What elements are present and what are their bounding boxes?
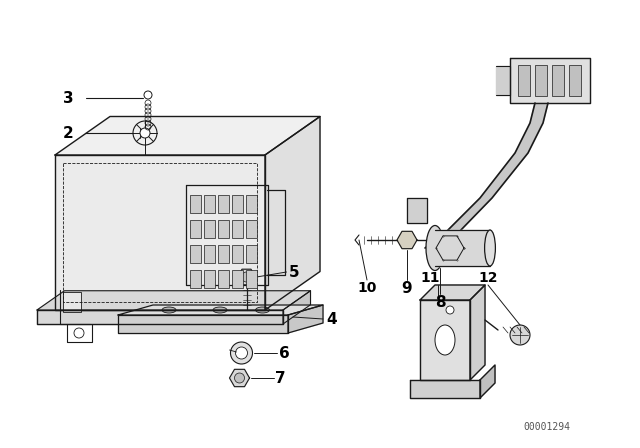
Polygon shape [37,310,283,324]
Bar [218,270,229,288]
Bar [246,220,257,238]
Polygon shape [425,103,548,248]
Bar [204,220,215,238]
Ellipse shape [426,225,444,271]
Polygon shape [510,58,590,103]
Bar [232,270,243,288]
Text: 12: 12 [478,271,498,285]
Polygon shape [237,269,255,285]
Polygon shape [230,369,250,387]
Polygon shape [265,116,320,310]
Polygon shape [410,380,480,398]
Text: 00001294: 00001294 [523,422,570,432]
Bar [218,220,229,238]
Polygon shape [37,291,310,310]
Text: 9: 9 [402,280,412,296]
Bar [232,220,243,238]
Ellipse shape [162,307,176,313]
Polygon shape [283,291,310,324]
Text: 8: 8 [435,294,445,310]
Bar [246,245,257,263]
Text: 5: 5 [289,264,299,280]
Text: 6: 6 [278,345,289,361]
Polygon shape [397,231,417,249]
Polygon shape [407,198,427,223]
Bar [218,245,229,263]
Circle shape [230,342,253,364]
Polygon shape [420,300,470,380]
Polygon shape [118,315,288,333]
Bar [204,245,215,263]
Ellipse shape [435,325,455,355]
Ellipse shape [213,307,227,313]
Polygon shape [288,305,323,333]
Text: 3: 3 [63,90,74,105]
Bar [246,195,257,213]
Ellipse shape [255,307,269,313]
Polygon shape [435,230,490,266]
Polygon shape [496,66,510,95]
Text: 7: 7 [275,370,286,385]
Bar [232,195,243,213]
Ellipse shape [446,306,454,314]
Polygon shape [118,305,323,315]
Bar [63,292,81,312]
Bar [552,65,564,96]
Text: 2: 2 [62,125,73,141]
Bar [218,195,229,213]
Polygon shape [420,285,485,300]
Bar [204,270,215,288]
Circle shape [236,347,248,359]
Circle shape [234,373,244,383]
Circle shape [74,328,84,338]
Bar [190,195,201,213]
Text: 4: 4 [326,311,337,327]
Bar [190,270,201,288]
Bar [246,270,257,288]
Circle shape [140,128,150,138]
Circle shape [144,91,152,99]
Bar [190,220,201,238]
Circle shape [241,272,252,282]
Bar [535,65,547,96]
Bar [569,65,581,96]
Bar [232,245,243,263]
Bar [190,245,201,263]
Circle shape [510,325,530,345]
Polygon shape [480,365,495,398]
Polygon shape [55,116,320,155]
Bar [204,195,215,213]
Bar [518,65,530,96]
Polygon shape [470,285,485,380]
Text: 10: 10 [357,281,377,295]
Polygon shape [55,155,265,310]
Ellipse shape [484,230,495,266]
Text: 11: 11 [420,271,440,285]
